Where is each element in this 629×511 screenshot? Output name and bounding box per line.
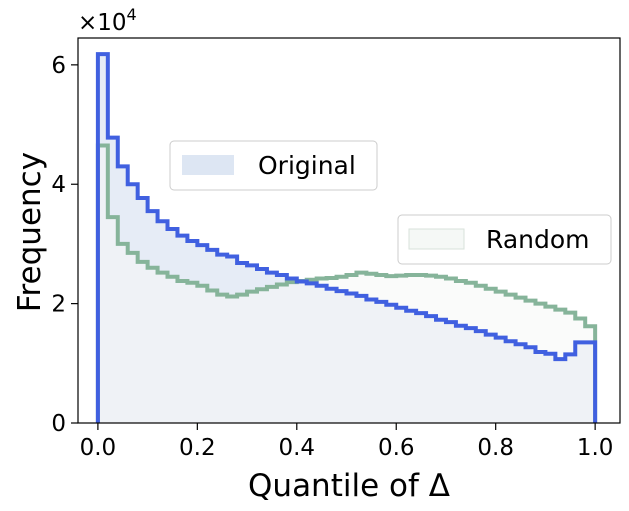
legend-original: Original [169,140,378,191]
series-random-line [95,143,598,423]
y-multiplier-exponent: 4 [127,5,137,24]
legend-original-swatch [182,155,234,175]
y-axis: 0 2 4 6 [51,53,78,437]
x-tick-label-0: 0.0 [80,435,117,461]
legend-original-box [169,140,378,191]
y-multiplier: ×104 [78,5,137,36]
plot-series [95,52,598,424]
y-tick-label-1: 2 [51,292,66,318]
x-tick-label-4: 0.8 [477,435,514,461]
x-tick-label-1: 0.2 [179,435,216,461]
x-tick-label-5: 1.0 [577,435,614,461]
y-multiplier-base: ×10 [78,10,127,36]
legend-random-swatch [408,228,465,250]
x-tick-label-3: 0.6 [378,435,415,461]
plot-frame [77,37,621,424]
y-tick-label-0: 0 [51,411,66,437]
x-tick-label-2: 0.4 [278,435,315,461]
y-tick-label-2: 4 [51,172,66,198]
series-original-line [95,52,598,423]
y-tick-label-3: 6 [51,53,66,79]
legend-random: Random [397,214,612,265]
y-axis-label: Frequency [12,152,48,312]
legend-original-label: Original [258,151,356,180]
legend-random-box [397,214,612,265]
series-random-fill [97,145,596,423]
x-axis: 0.0 0.2 0.4 0.6 0.8 1.0 [80,423,614,461]
x-axis-label: Quantile of Δ [248,468,450,504]
legend-random-label: Random [486,225,590,254]
